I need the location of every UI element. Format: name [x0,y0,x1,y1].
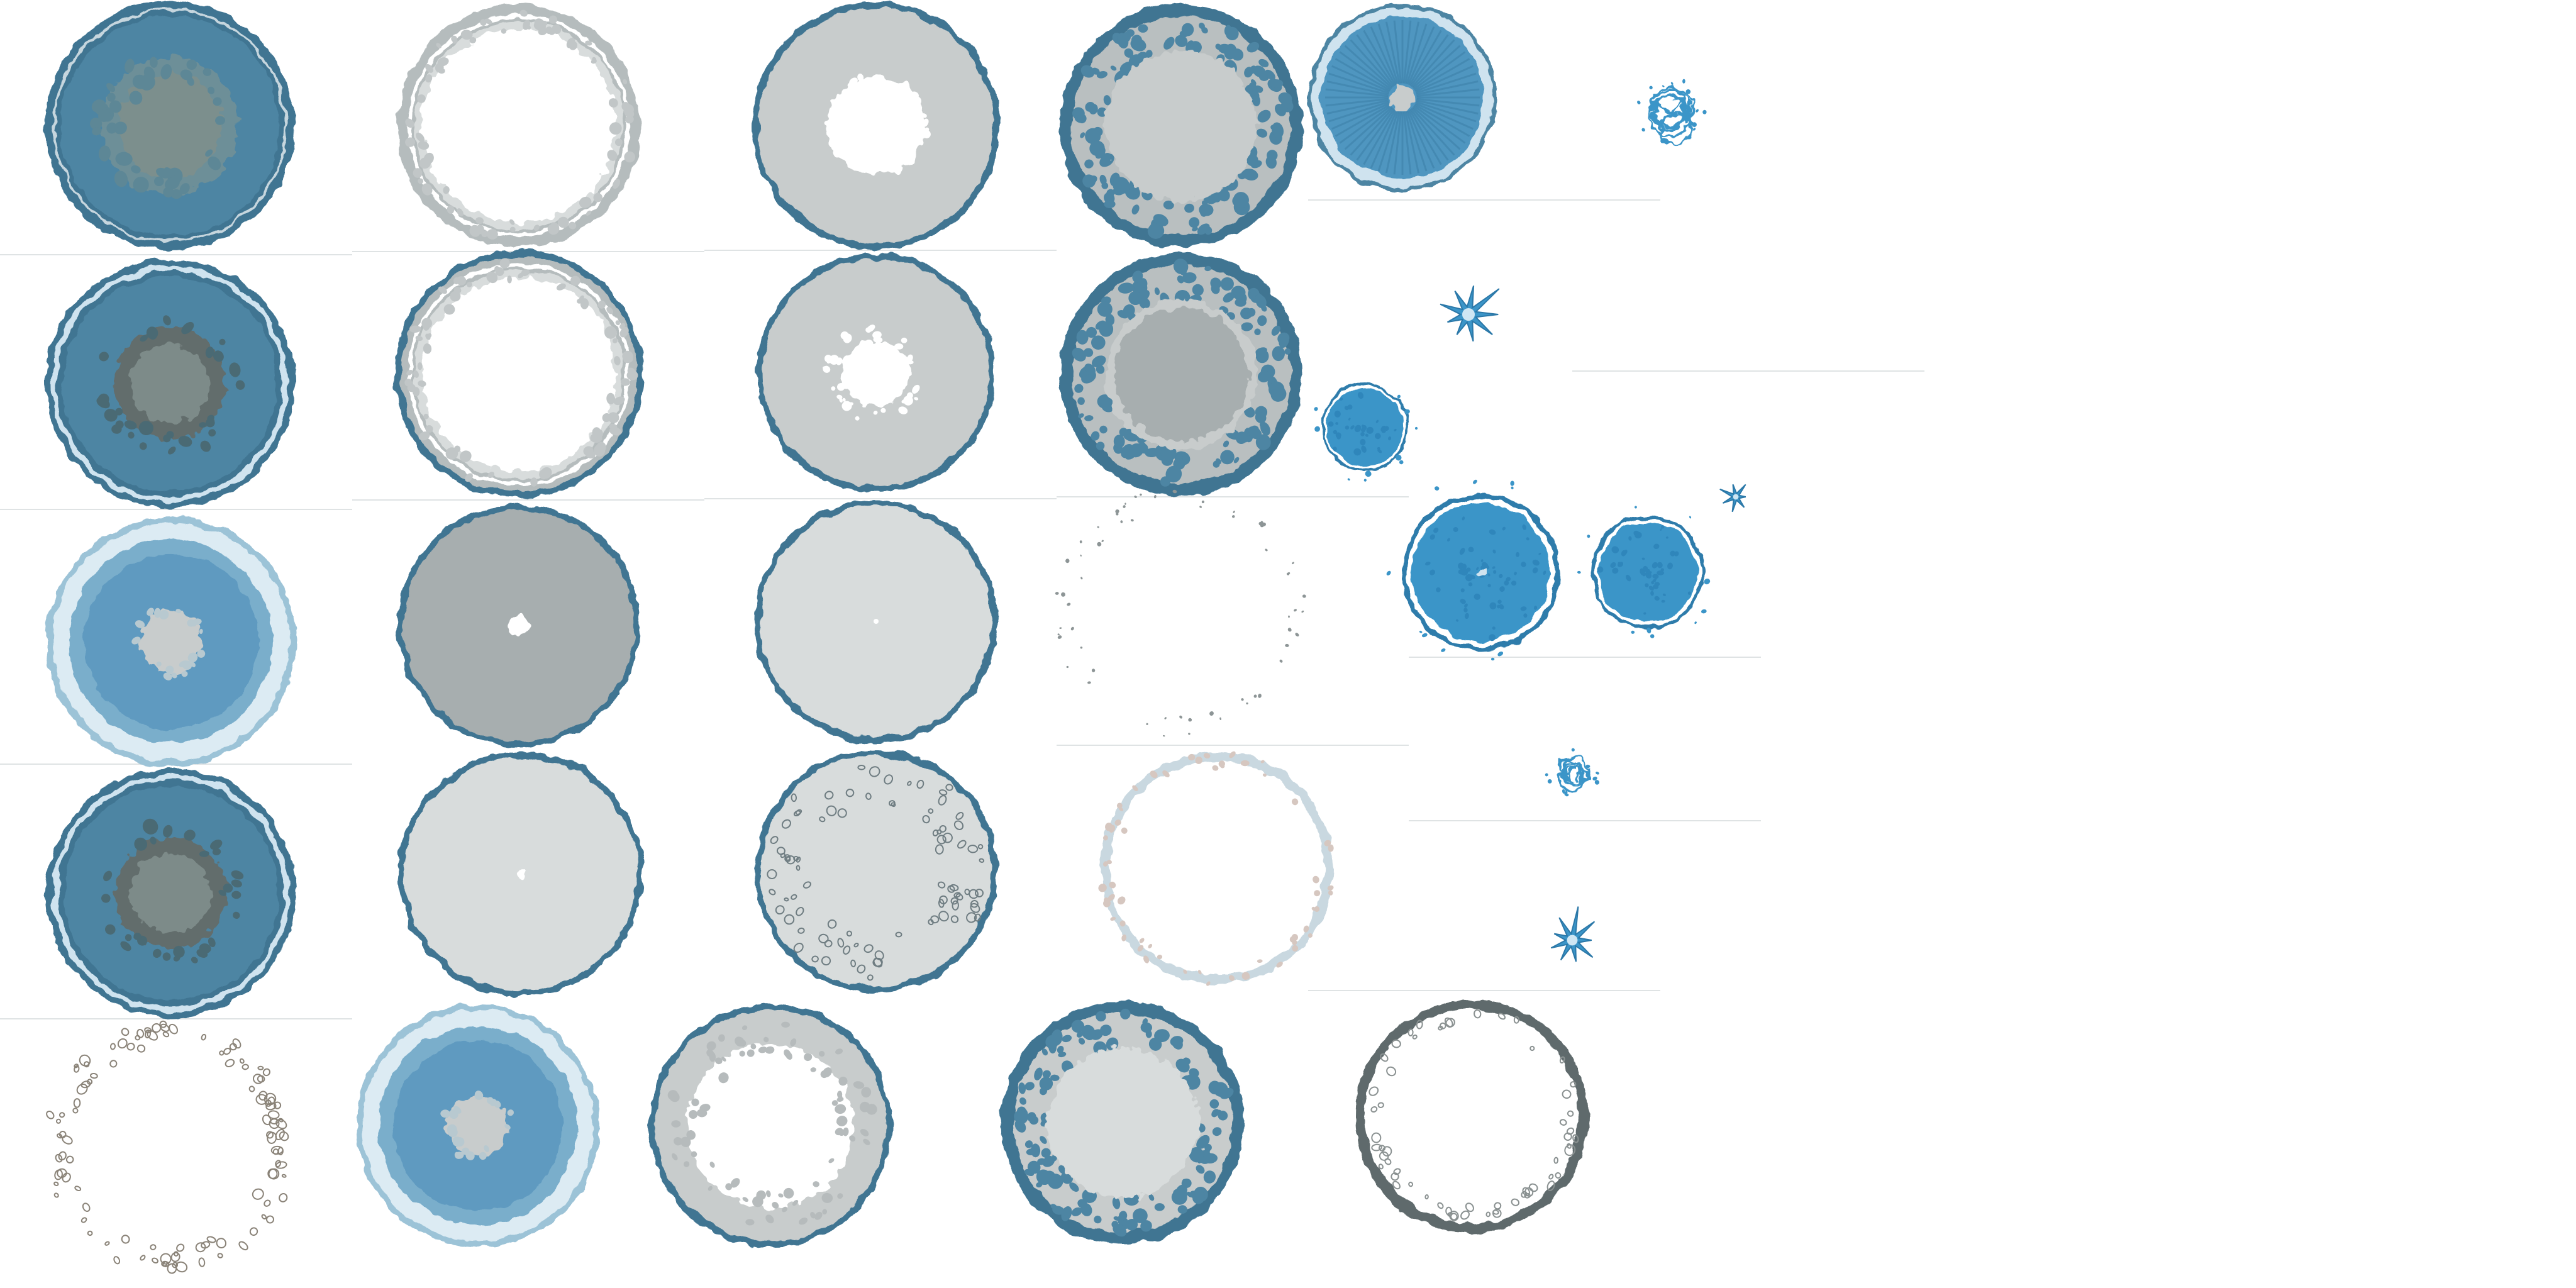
splat-gray-white-core-1 [752,2,1000,250]
splat-blue-radial-1 [1308,3,1497,192]
splat-gray-dot-core-1 [397,504,640,747]
splat-blue-large-1 [1386,479,1560,661]
splat-teal-bubbly-3 [1001,1001,1244,1244]
splat-teal-bubbly-2 [1060,253,1302,496]
spike-burst-2 [1550,906,1596,962]
spike-burst-small-1 [1719,484,1746,513]
splat-gray-pale-cracked-1 [755,750,997,992]
sprites-layer [45,1,1746,1274]
splat-white-dark-rim-1 [1355,1000,1588,1233]
splat-blue-medium-1 [1577,506,1711,638]
splat-gray-pale-1 [755,500,997,743]
splat-teal-bubbly-1 [1060,4,1302,247]
splat-light-blue-2 [357,1004,599,1247]
splat-white-faint-rim-1 [1098,751,1334,986]
splat-blue-small-1 [1314,384,1418,482]
splat-gray-white-core-3 [649,1004,892,1247]
splat-light-blue-1 [47,517,296,766]
splat-white-cracked-1 [46,1020,289,1274]
splat-teal-gray-core-1 [45,1,294,250]
droplet-cluster-1 [1637,79,1707,146]
splat-gray-white-core-2 [757,253,996,492]
splat-teal-dark-core-3 [47,769,296,1018]
droplet-cluster-2 [1545,748,1600,797]
splat-white-gray-rim-2 [394,250,643,499]
splat-white-gray-rim-1 [397,4,640,247]
splat-gray-pale-dot-1 [398,752,643,997]
spike-burst-1 [1440,286,1500,342]
splat-teal-dark-core-2 [45,259,294,508]
splat-sparse-dots-1 [1055,489,1306,737]
